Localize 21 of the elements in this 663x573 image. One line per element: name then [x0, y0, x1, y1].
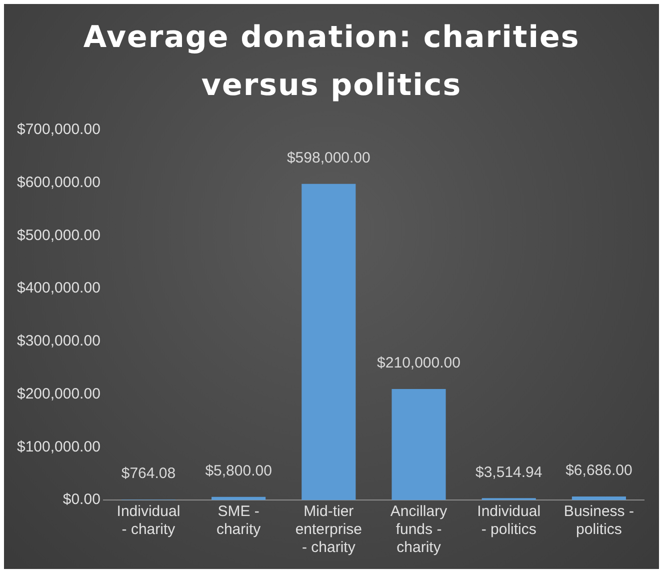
data-label: $3,514.94 [475, 464, 542, 481]
data-label: $210,000.00 [377, 354, 460, 372]
x-tick-label: Mid-tier enterprise - charity [295, 503, 362, 556]
y-tick-label: $100,000.00 [16, 438, 100, 456]
y-tick-label: $700,000.00 [16, 121, 100, 138]
y-tick-label: $300,000.00 [16, 332, 100, 350]
x-tick-label: Individual - charity [116, 503, 180, 538]
data-label: $5,800.00 [205, 462, 272, 480]
data-label: $598,000.00 [286, 150, 370, 167]
y-tick-label: $600,000.00 [16, 174, 100, 191]
y-tick-label: $500,000.00 [16, 226, 100, 244]
data-label: $6,686.00 [566, 462, 632, 480]
x-tick-label: SME - charity [216, 503, 262, 538]
x-tick-label: Individual - politics [477, 503, 541, 538]
x-tick-label: Ancillary funds - charity [390, 503, 448, 556]
chart-title: Average donation: charities versus politics [82, 19, 581, 105]
y-tick-label: $0.00 [62, 491, 100, 508]
y-tick-label: $400,000.00 [16, 280, 100, 297]
y-tick-label: $200,000.00 [16, 385, 100, 402]
data-label: $764.08 [121, 465, 176, 482]
x-tick-label: Business - politics [564, 503, 634, 538]
